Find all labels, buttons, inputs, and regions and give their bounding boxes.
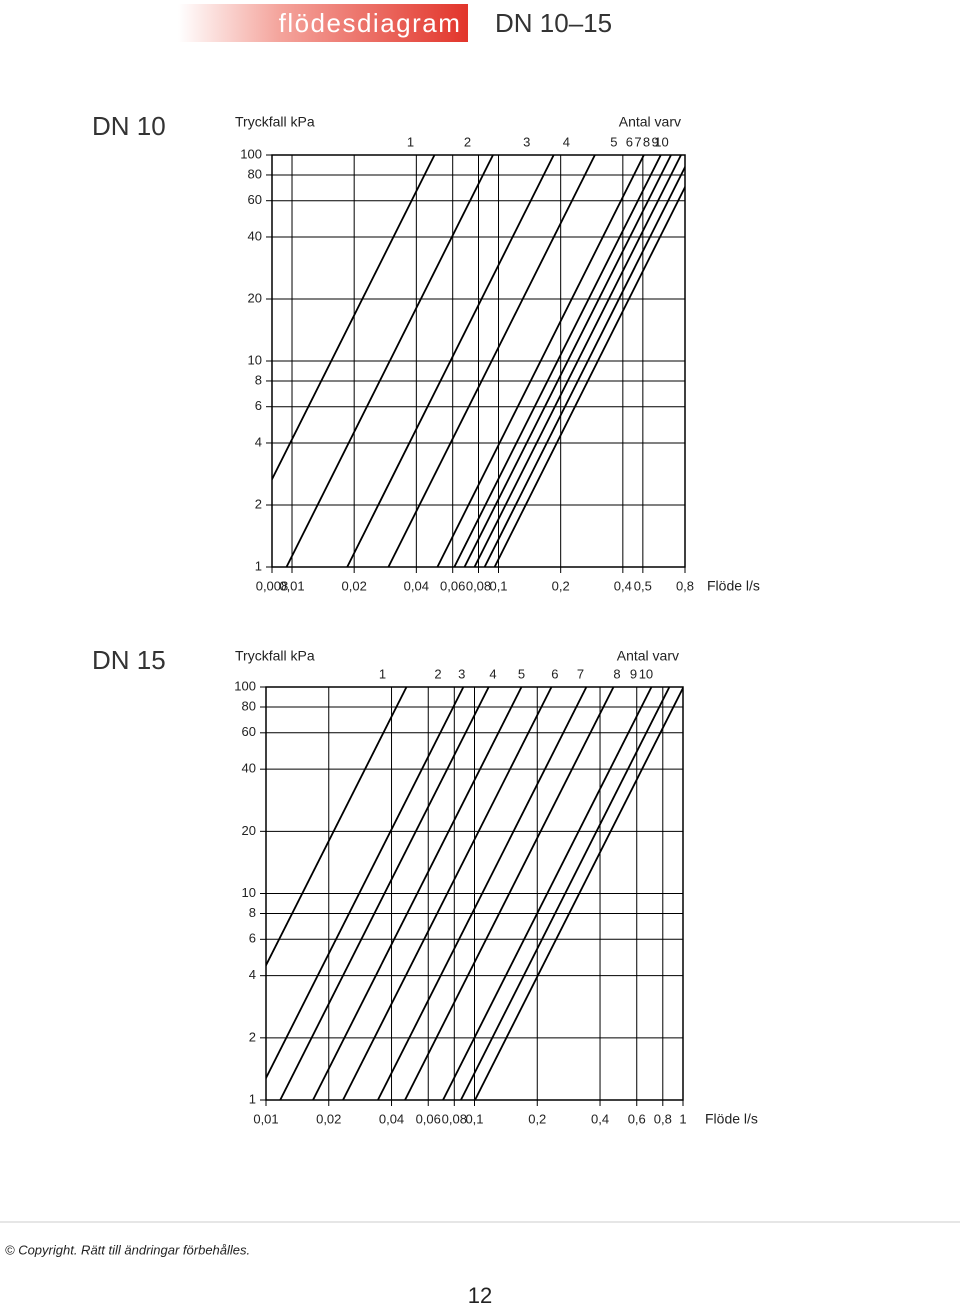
y-tick-label: 40 [242,761,256,776]
flow-line [493,185,685,567]
flow-line [453,155,662,567]
legend-entry: 5 [518,666,525,681]
chart-title: DN 15 [92,645,166,675]
x-tick-label: 1 [679,1111,686,1126]
flow-line [436,155,645,567]
header-bar [178,4,468,42]
legend-entry: 6 [626,134,633,149]
legend-entry: 9 [651,134,658,149]
x-tick-label: 0,2 [552,578,570,593]
y-tick-label: 60 [248,192,262,207]
flow-line [483,165,685,567]
legend-entry: 2 [434,666,441,681]
y-axis-label: Tryckfall kPa [235,114,315,130]
y-tick-label: 2 [249,1029,256,1044]
y-tick-label: 4 [255,434,262,449]
copyright: © Copyright. Rätt till ändringar förbehå… [5,1242,250,1257]
flow-line [342,687,553,1100]
y-tick-label: 2 [255,496,262,511]
flow-line [279,687,490,1100]
y-tick-label: 60 [242,724,256,739]
flow-line [266,687,408,968]
y-tick-label: 20 [248,290,262,305]
y-tick-label: 100 [234,678,256,693]
y-tick-label: 6 [255,398,262,413]
x-tick-label: 0,4 [614,578,632,593]
x-tick-label: 0,4 [591,1111,609,1126]
x-axis-label: Flöde l/s [707,578,760,594]
legend-entry: 4 [489,666,496,681]
legend-entry: 8 [613,666,620,681]
y-tick-label: 4 [249,967,256,982]
flow-line [404,687,615,1100]
legend-entry: 3 [458,666,465,681]
y-tick-label: 20 [242,823,256,838]
legend-entry: 8 [643,134,650,149]
flow-line [387,155,596,567]
flow-line [346,155,555,567]
y-tick-label: 40 [248,228,262,243]
legend-entry: 4 [563,134,570,149]
x-axis-label: Flöde l/s [705,1111,758,1127]
x-tick-label: 0,01 [279,578,304,593]
x-tick-label: 0,1 [489,578,507,593]
y-tick-label: 80 [242,698,256,713]
flow-line [473,155,682,567]
legend-entry: 7 [577,666,584,681]
flow-line [463,155,672,567]
x-tick-label: 0,04 [404,578,429,593]
flow-line [312,687,523,1100]
flow-line [474,687,683,1100]
y-tick-label: 10 [248,352,262,367]
legend-entry: 6 [551,666,558,681]
y-tick-label: 80 [248,166,262,181]
x-tick-label: 0,1 [465,1111,483,1126]
y-tick-label: 8 [249,905,256,920]
y-tick-label: 8 [255,372,262,387]
page-number: 12 [468,1283,492,1307]
header-title: flödesdiagram [279,8,462,38]
header-subtitle: DN 10–15 [495,8,612,38]
flow-line [460,687,671,1100]
y-tick-label: 1 [255,558,262,573]
x-tick-label: 0,02 [342,578,367,593]
legend-entry: 9 [630,666,637,681]
legend-title: Antal varv [619,114,681,130]
x-tick-label: 0,5 [634,578,652,593]
x-tick-label: 0,008 [256,578,289,593]
x-tick-label: 0,6 [628,1111,646,1126]
flow-line [285,155,494,567]
legend-entry: 10 [654,134,668,149]
flow-line [377,687,588,1100]
flow-line [272,155,436,482]
x-tick-label: 0,06 [440,578,465,593]
x-tick-label: 0,04 [379,1111,404,1126]
x-tick-label: 0,02 [316,1111,341,1126]
chart-title: DN 10 [92,111,166,141]
legend-title: Antal varv [617,648,679,664]
y-tick-label: 6 [249,931,256,946]
y-tick-label: 1 [249,1091,256,1106]
legend-entry: 5 [610,134,617,149]
x-tick-label: 0,8 [654,1111,672,1126]
x-tick-label: 0,08 [466,578,491,593]
legend-entry: 1 [379,666,386,681]
legend-entry: 2 [464,134,471,149]
x-tick-label: 0,8 [676,578,694,593]
legend-entry: 7 [634,134,641,149]
legend-entry: 3 [523,134,530,149]
flow-line [442,687,653,1100]
legend-entry: 1 [407,134,414,149]
x-tick-label: 0,08 [442,1111,467,1126]
y-tick-label: 10 [242,885,256,900]
x-tick-label: 0,01 [253,1111,278,1126]
x-tick-label: 0,2 [528,1111,546,1126]
x-tick-label: 0,06 [416,1111,441,1126]
flow-line [266,687,465,1081]
y-axis-label: Tryckfall kPa [235,648,315,664]
legend-entry: 10 [639,666,653,681]
y-tick-label: 100 [240,146,262,161]
